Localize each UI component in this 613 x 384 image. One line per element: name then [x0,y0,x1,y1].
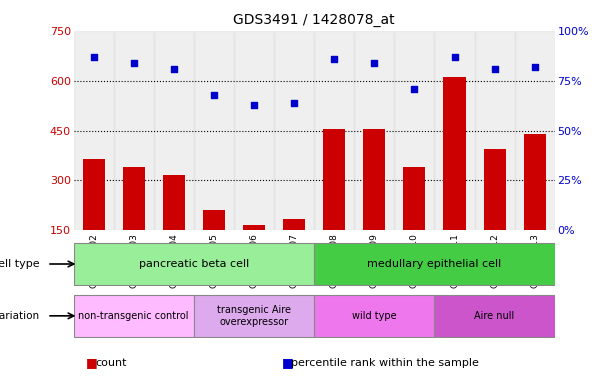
Bar [354,31,394,230]
Bar [524,134,546,230]
Text: medullary epithelial cell: medullary epithelial cell [367,259,501,269]
Bar [314,31,354,230]
Point [129,60,139,66]
Bar [203,210,225,230]
Bar [403,167,425,230]
Text: Aire null: Aire null [474,311,515,321]
Bar [194,295,314,337]
Bar [154,31,194,230]
Bar [323,129,345,230]
Bar [194,31,234,230]
Point [209,91,219,98]
Text: percentile rank within the sample: percentile rank within the sample [291,358,479,368]
Bar [435,31,474,230]
Text: pancreatic beta cell: pancreatic beta cell [139,259,249,269]
Text: count: count [95,358,126,368]
Text: transgenic Aire
overexpressor: transgenic Aire overexpressor [217,305,291,327]
Bar [74,31,113,230]
Text: wild type: wild type [352,311,397,321]
Bar [443,77,465,230]
Bar [364,129,386,230]
Bar [83,159,105,230]
Text: ■: ■ [86,356,102,369]
Bar [274,31,314,230]
Bar [74,295,194,337]
Point [89,54,99,60]
Bar [515,31,555,230]
Bar [74,243,314,285]
Bar [314,295,435,337]
Text: non-transgenic control: non-transgenic control [78,311,189,321]
Bar [163,175,185,230]
Text: ■: ■ [282,356,298,369]
Point [370,60,379,66]
Bar [474,31,515,230]
Point [530,64,539,70]
Bar [243,225,265,230]
Point [409,86,419,92]
Bar [113,31,154,230]
Text: genotype/variation: genotype/variation [0,311,40,321]
Bar [234,31,274,230]
Point [490,66,500,72]
Point [289,99,299,106]
Point [249,101,259,108]
Text: cell type: cell type [0,259,40,269]
Point [449,54,459,60]
Bar [435,295,555,337]
Bar [283,219,305,230]
Bar [123,167,145,230]
Bar [314,243,555,285]
Bar [484,149,506,230]
Point [329,56,339,62]
Point [169,66,179,72]
Bar [394,31,435,230]
Title: GDS3491 / 1428078_at: GDS3491 / 1428078_at [234,13,395,27]
